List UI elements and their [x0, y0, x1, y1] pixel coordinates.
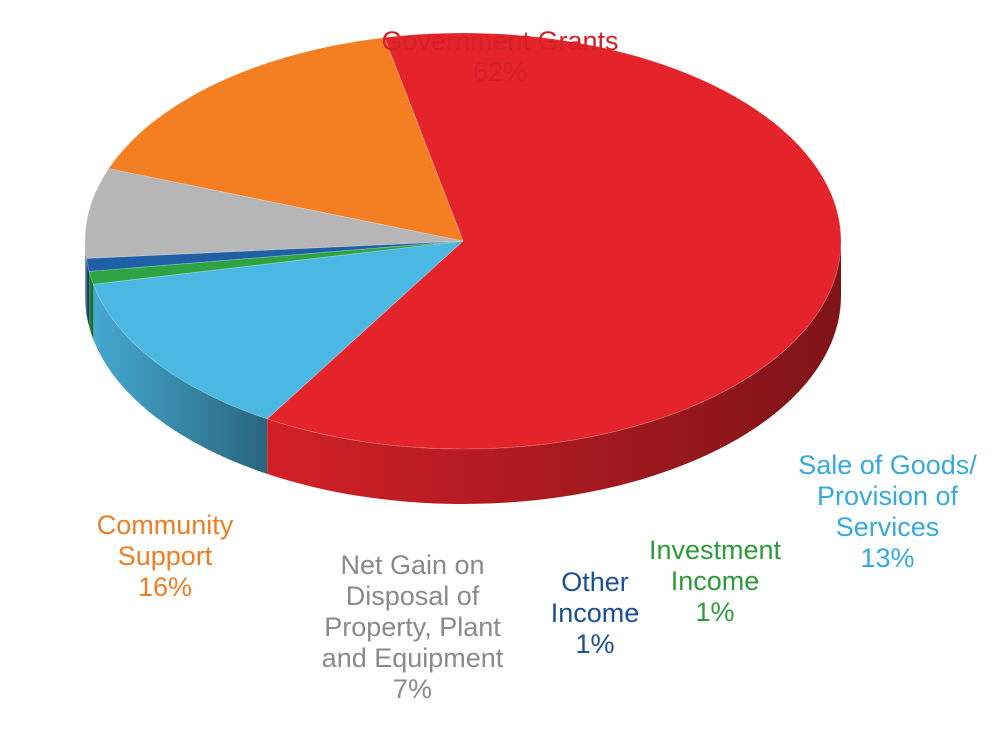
pie-slice-other	[85, 240, 464, 272]
pie-slice-net	[84, 168, 464, 259]
label-text: Community	[96, 510, 234, 540]
label-community-support: Community Support 16%	[40, 510, 290, 603]
label-text: Services	[835, 512, 940, 542]
pie-slice-inv	[88, 240, 464, 285]
label-value: 7%	[392, 674, 433, 704]
pie-top-faces	[84, 32, 842, 450]
pie-side-net	[85, 241, 87, 314]
label-value: 62%	[472, 57, 528, 87]
pie-side-other	[86, 258, 90, 327]
label-text: Property, Plant	[324, 612, 501, 642]
label-text: Other	[561, 567, 629, 597]
label-text: and Equipment	[321, 643, 504, 673]
label-sale-of-goods: Sale of Goods/ Provision of Services 13%	[770, 450, 1000, 574]
label-value: 13%	[860, 543, 915, 573]
label-text: Investment	[648, 535, 782, 565]
label-text: Sale of Goods/	[798, 450, 977, 480]
label-net-gain-on-disposal: Net Gain on Disposal of Property, Plant …	[290, 550, 535, 705]
label-other-income: Other Income 1%	[520, 567, 670, 660]
label-text: Income	[550, 598, 640, 628]
label-investment-income: Investment Income 1%	[600, 535, 830, 628]
pie-slice-comm	[108, 37, 464, 242]
label-text: Income	[670, 566, 760, 596]
pie-slice-gov	[266, 32, 842, 450]
label-text: Government Grants	[381, 26, 619, 56]
label-text: Support	[117, 541, 213, 571]
pie-side-gov	[267, 241, 841, 504]
label-text: Net Gain on	[340, 550, 485, 580]
pie-slice-sale	[92, 240, 465, 420]
label-text: Provision of	[816, 481, 959, 511]
pie-side-inv	[89, 271, 94, 340]
label-value: 16%	[137, 572, 193, 602]
label-value: 1%	[575, 629, 615, 659]
label-text: Disposal of	[345, 581, 480, 611]
pie-side-sale	[93, 284, 268, 474]
label-government-grants: Government Grants 62%	[300, 26, 700, 88]
pie-side-walls	[85, 241, 841, 504]
label-value: 1%	[695, 597, 735, 627]
